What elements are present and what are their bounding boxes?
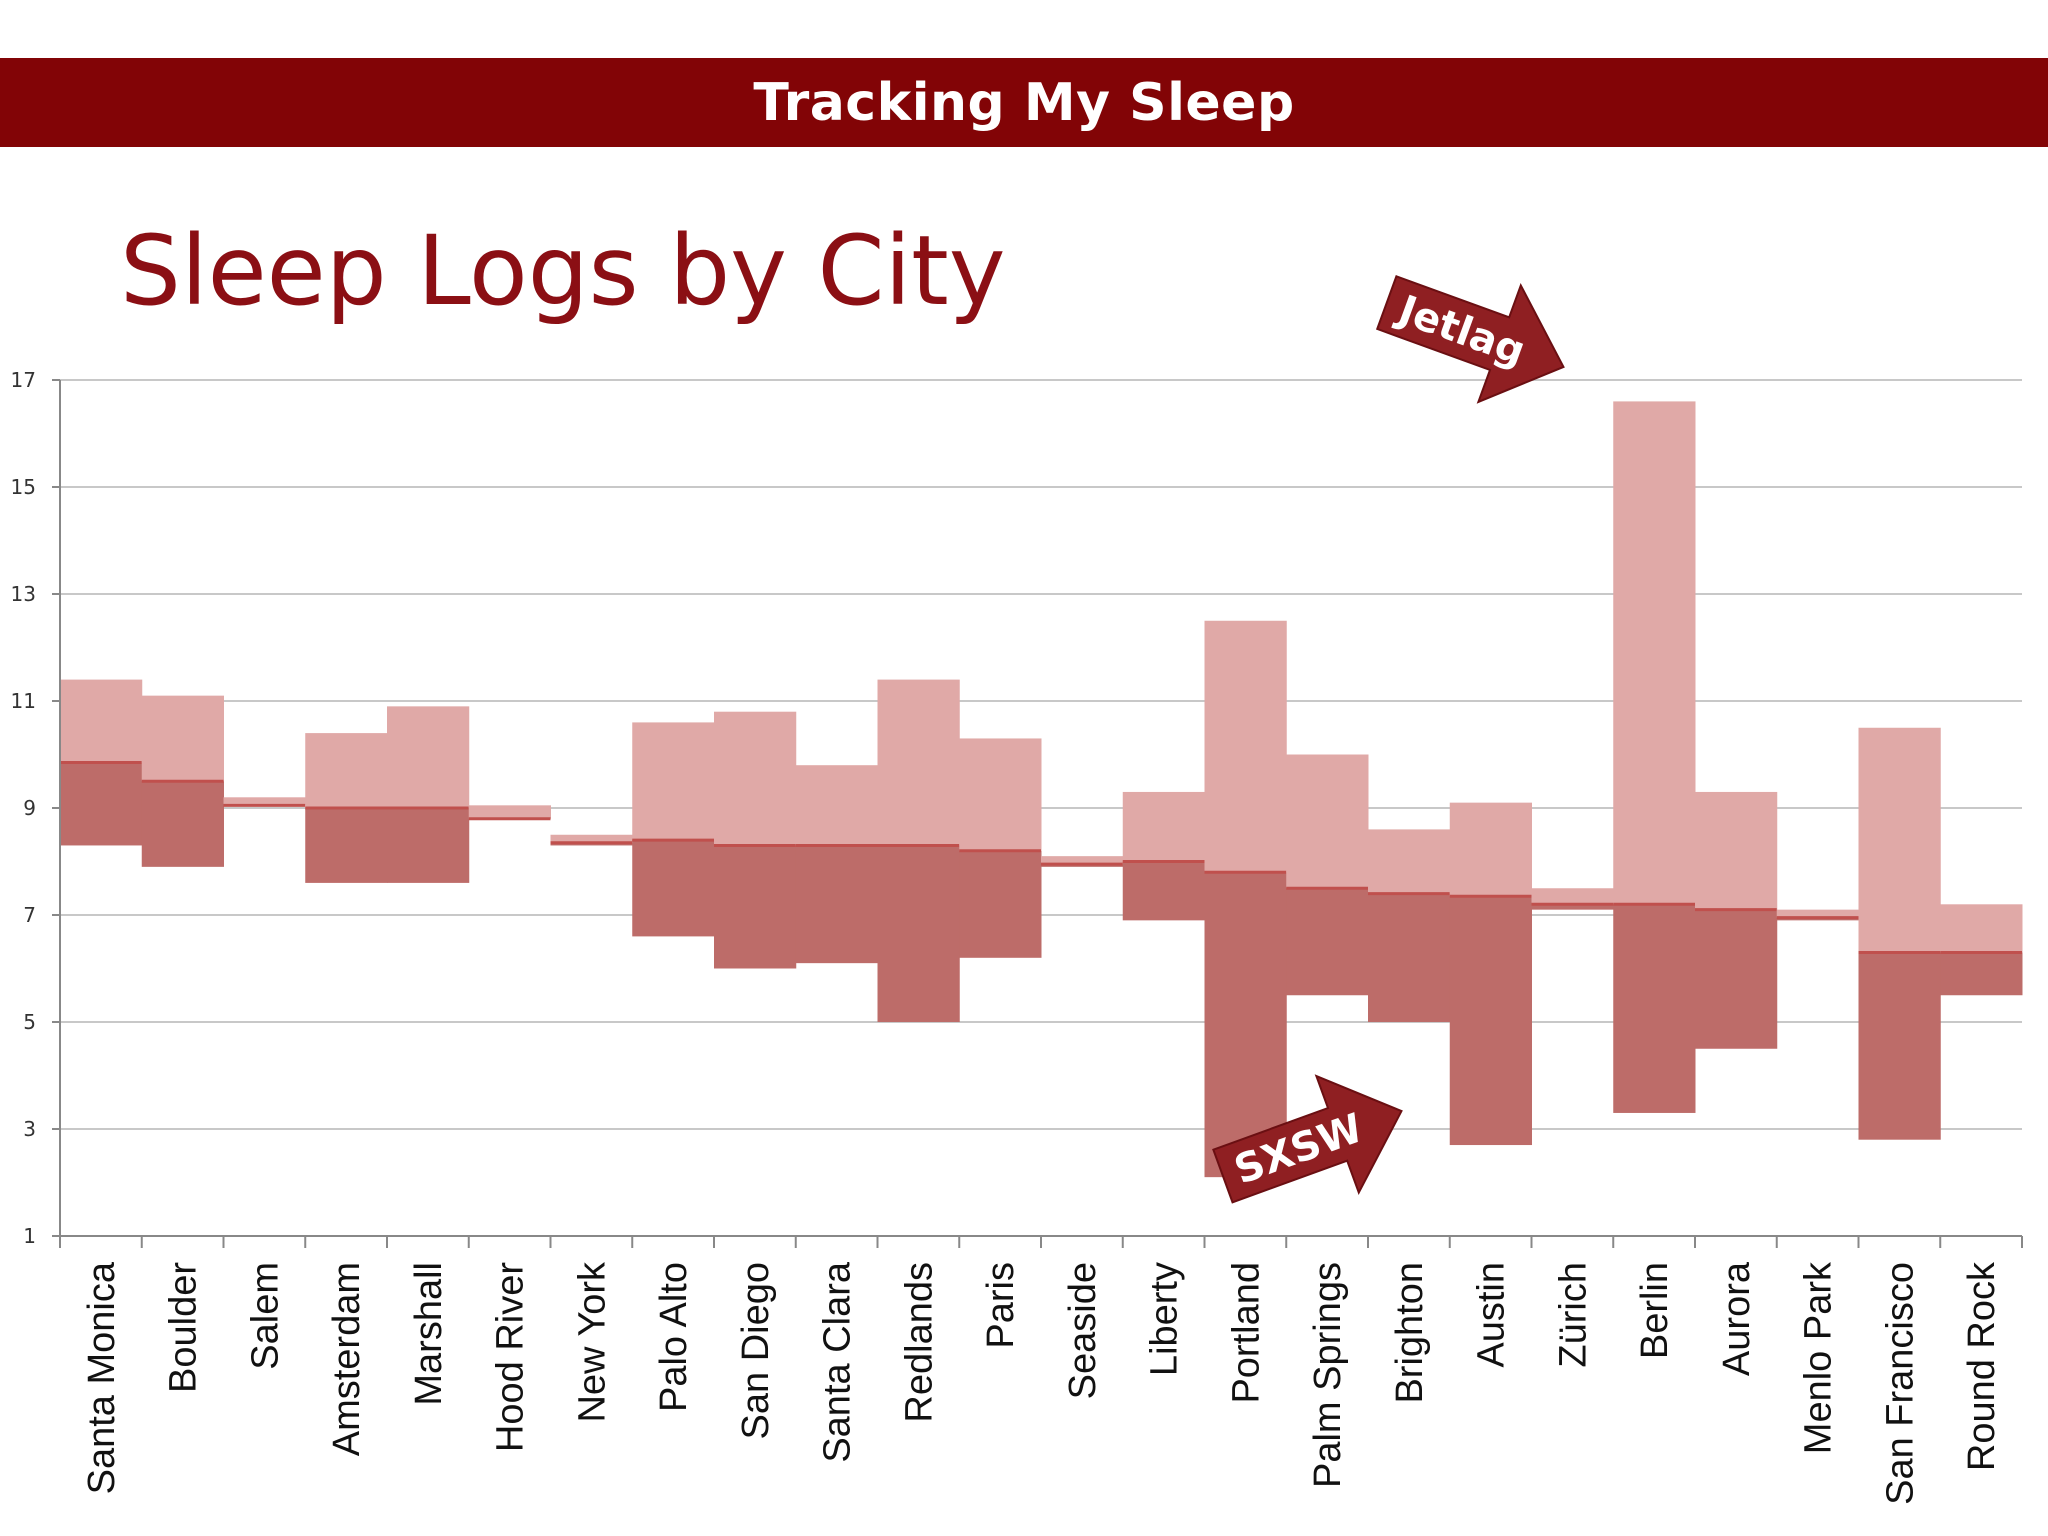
lower-band-bar — [1858, 952, 1941, 1140]
lower-band-bar — [387, 808, 470, 883]
y-tick-label: 17 — [11, 368, 36, 392]
x-tick-label: Santa Clara — [817, 1261, 859, 1463]
x-tick-label: San Diego — [735, 1262, 777, 1439]
upper-band-bar — [1858, 727, 1941, 953]
lower-band-bar — [1204, 872, 1287, 1178]
lower-band-bar — [632, 840, 715, 937]
x-tick-label: Redlands — [898, 1262, 940, 1423]
upper-band-bar — [468, 805, 551, 819]
sxsw-arrow — [1212, 1074, 1403, 1204]
lower-band-bar — [1122, 861, 1205, 921]
upper-band-bar — [1695, 791, 1778, 910]
upper-band-bar — [1122, 791, 1205, 862]
lower-band-bar — [1940, 952, 2023, 996]
x-tick-label: Aurora — [1716, 1261, 1758, 1376]
y-tick-label: 7 — [23, 903, 36, 927]
x-tick-label: Amsterdam — [326, 1262, 368, 1456]
y-tick-label: 15 — [11, 475, 36, 499]
upper-band-bar — [1613, 401, 1696, 905]
upper-band-bar — [1776, 909, 1859, 918]
lower-band-bar — [60, 762, 143, 846]
lower-band-bar — [795, 845, 878, 964]
axis-layer — [52, 379, 2023, 1248]
x-tick-label: Austin — [1471, 1262, 1513, 1368]
upper-band-bar — [1449, 802, 1532, 897]
lower-band-bar — [1613, 904, 1696, 1113]
upper-band-bar — [1041, 856, 1124, 865]
upper-band-bar — [714, 711, 797, 846]
upper-band-bar — [550, 834, 633, 843]
x-tick-label: Portland — [1225, 1262, 1267, 1404]
lower-band-bar — [959, 850, 1042, 958]
y-tick-label: 5 — [23, 1010, 36, 1034]
lower-band-bar — [877, 845, 960, 1022]
upper-band-bar — [1204, 620, 1287, 873]
upper-band-bar — [877, 679, 960, 846]
banner-title: Tracking My Sleep — [753, 72, 1295, 133]
lower-band-bar — [1286, 888, 1369, 996]
lower-band-bar — [1695, 909, 1778, 1049]
upper-band-bar — [1940, 904, 2023, 953]
jetlag-callout: Jetlag — [1375, 275, 1565, 404]
upper-band-bar — [632, 722, 715, 841]
x-tick-label: Hood River — [490, 1262, 532, 1452]
upper-band-bar — [1531, 888, 1614, 905]
upper-band-bar — [141, 695, 224, 782]
upper-band-bar — [1286, 754, 1369, 889]
x-tick-label: Palm Springs — [1307, 1262, 1349, 1488]
x-tick-label: Marshall — [408, 1262, 450, 1406]
upper-band-bar — [387, 706, 470, 808]
upper-band-bar — [60, 679, 143, 763]
y-tick-label: 9 — [23, 796, 36, 820]
lower-band-bar — [141, 781, 224, 867]
x-tick-label: Liberty — [1144, 1262, 1186, 1376]
page-title: Sleep Logs by City — [120, 215, 1006, 327]
x-tick-label: Menlo Park — [1798, 1261, 1840, 1454]
lower-band-bar — [1531, 904, 1614, 910]
lower-band-bar — [1449, 896, 1532, 1146]
y-tick-label: 13 — [11, 582, 36, 606]
y-tick-label: 1 — [23, 1224, 36, 1248]
bars-layer — [60, 401, 2023, 1178]
upper-band-bar — [795, 765, 878, 846]
y-tick-label: 3 — [23, 1117, 36, 1141]
y-tick-label: 11 — [11, 689, 36, 713]
x-tick-label: Zürich — [1552, 1262, 1594, 1368]
x-tick-label: Seaside — [1062, 1262, 1104, 1399]
x-tick-label: Paris — [980, 1262, 1022, 1349]
lower-band-bar — [1368, 893, 1451, 1022]
upper-band-bar — [1368, 829, 1451, 894]
x-tick-label: Santa Monica — [81, 1261, 123, 1494]
lower-band-bar — [714, 845, 797, 969]
upper-band-bar — [223, 797, 306, 806]
header-banner: Tracking My Sleep — [0, 58, 2048, 147]
x-tick-label: Berlin — [1634, 1262, 1676, 1359]
x-tick-label: New York — [571, 1261, 613, 1423]
upper-band-bar — [959, 738, 1042, 851]
lower-band-bar — [305, 808, 388, 883]
x-tick-label: Boulder — [163, 1262, 205, 1393]
x-tick-label: Brighton — [1389, 1262, 1431, 1404]
upper-band-bar — [305, 733, 388, 808]
x-tick-label: San Francisco — [1879, 1262, 1921, 1505]
x-tick-label: Salem — [244, 1262, 286, 1370]
jetlag-arrow — [1375, 275, 1565, 404]
x-tick-label: Palo Alto — [653, 1262, 695, 1412]
x-tick-label: Round Rock — [1961, 1261, 2003, 1471]
